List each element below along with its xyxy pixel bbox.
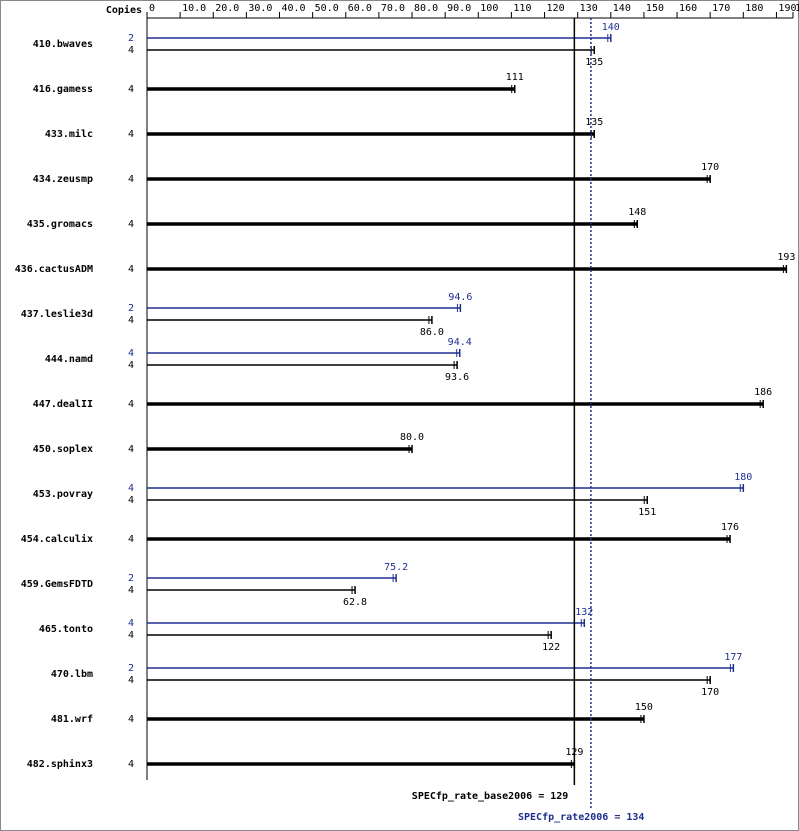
copies-label: 2 xyxy=(128,663,134,674)
copies-label: 4 xyxy=(128,399,134,410)
benchmark-label: 437.leslie3d xyxy=(21,308,93,320)
value-label: 148 xyxy=(628,207,646,218)
value-label: 186 xyxy=(754,387,772,398)
copies-label: 4 xyxy=(128,315,134,326)
value-label: 86.0 xyxy=(420,327,444,338)
copies-label: 4 xyxy=(128,45,134,56)
copies-label: 4 xyxy=(128,174,134,185)
x-tick-label: 20.0 xyxy=(215,3,239,14)
copies-label: 2 xyxy=(128,573,134,584)
x-tick-label: 0 xyxy=(149,3,155,14)
copies-label: 4 xyxy=(128,219,134,230)
copies-label: 4 xyxy=(128,759,134,770)
benchmark-label: 434.zeusmp xyxy=(33,174,93,185)
x-tick-label: 80.0 xyxy=(414,3,438,14)
copies-label: 2 xyxy=(128,33,134,44)
x-tick-label: 195 xyxy=(795,3,799,14)
value-label: 93.6 xyxy=(445,372,469,383)
value-label: 140 xyxy=(602,22,620,33)
value-label: 132 xyxy=(575,607,593,618)
value-label: 193 xyxy=(777,252,795,263)
copies-label: 4 xyxy=(128,630,134,641)
copies-label: 4 xyxy=(128,675,134,686)
value-label: 94.4 xyxy=(448,337,472,348)
benchmark-label: 459.GemsFDTD xyxy=(21,579,93,590)
value-label: 135 xyxy=(585,57,603,68)
benchmark-label: 410.bwaves xyxy=(33,39,93,50)
value-label: 80.0 xyxy=(400,432,424,443)
benchmark-label: 435.gromacs xyxy=(27,219,93,230)
benchmark-label: 436.cactusADM xyxy=(15,264,93,275)
value-label: 170 xyxy=(701,162,719,173)
x-tick-label: 60.0 xyxy=(348,3,372,14)
x-tick-label: 170 xyxy=(712,3,730,14)
copies-label: 4 xyxy=(128,714,134,725)
copies-label: 4 xyxy=(128,348,134,359)
copies-label: 4 xyxy=(128,264,134,275)
copies-label: 4 xyxy=(128,495,134,506)
copies-label: 4 xyxy=(128,483,134,494)
value-label: 151 xyxy=(638,507,656,518)
benchmark-label: 416.gamess xyxy=(33,84,93,95)
x-tick-label: 30.0 xyxy=(248,3,272,14)
value-label: 135 xyxy=(585,117,603,128)
value-label: 150 xyxy=(635,702,653,713)
copies-label: 4 xyxy=(128,84,134,95)
x-tick-label: 40.0 xyxy=(282,3,306,14)
x-tick-label: 130 xyxy=(580,3,598,14)
copies-label: 4 xyxy=(128,129,134,140)
value-label: 111 xyxy=(506,72,524,83)
x-tick-label: 160 xyxy=(679,3,697,14)
copies-label: 4 xyxy=(128,585,134,596)
x-tick-label: 180 xyxy=(745,3,763,14)
reference-label: SPECfp_rate_base2006 = 129 xyxy=(412,791,569,802)
x-tick-label: 100 xyxy=(480,3,498,14)
x-tick-label: 110 xyxy=(513,3,531,14)
value-label: 122 xyxy=(542,642,560,653)
benchmark-label: 465.tonto xyxy=(39,624,93,635)
copies-label: 4 xyxy=(128,618,134,629)
value-label: 75.2 xyxy=(384,562,408,573)
benchmark-label: 447.dealII xyxy=(33,399,93,410)
copies-label: 4 xyxy=(128,360,134,371)
reference-label: SPECfp_rate2006 = 134 xyxy=(518,812,644,823)
value-label: 176 xyxy=(721,522,739,533)
copies-label: 4 xyxy=(128,444,134,455)
x-tick-label: 140 xyxy=(613,3,631,14)
value-label: 94.6 xyxy=(448,292,472,303)
x-tick-label: 70.0 xyxy=(381,3,405,14)
x-tick-label: 120 xyxy=(547,3,565,14)
x-tick-label: 50.0 xyxy=(315,3,339,14)
value-label: 177 xyxy=(724,652,742,663)
x-tick-label: 10.0 xyxy=(182,3,206,14)
x-tick-label: 190 xyxy=(778,3,796,14)
value-label: 180 xyxy=(734,472,752,483)
copies-header: Copies xyxy=(106,4,142,16)
benchmark-label: 453.povray xyxy=(33,489,93,500)
benchmark-label: 444.namd xyxy=(45,354,93,365)
benchmark-label: 433.milc xyxy=(45,128,93,140)
benchmark-label: 482.sphinx3 xyxy=(27,758,93,770)
benchmark-label: 470.lbm xyxy=(51,669,93,680)
benchmark-label: 454.calculix xyxy=(21,533,93,545)
x-tick-label: 90.0 xyxy=(447,3,471,14)
copies-label: 2 xyxy=(128,303,134,314)
copies-label: 4 xyxy=(128,534,134,545)
value-label: 170 xyxy=(701,687,719,698)
benchmark-label: 481.wrf xyxy=(51,714,93,725)
value-label: 62.8 xyxy=(343,597,367,608)
x-tick-label: 150 xyxy=(646,3,664,14)
benchmark-label: 450.soplex xyxy=(33,444,93,455)
